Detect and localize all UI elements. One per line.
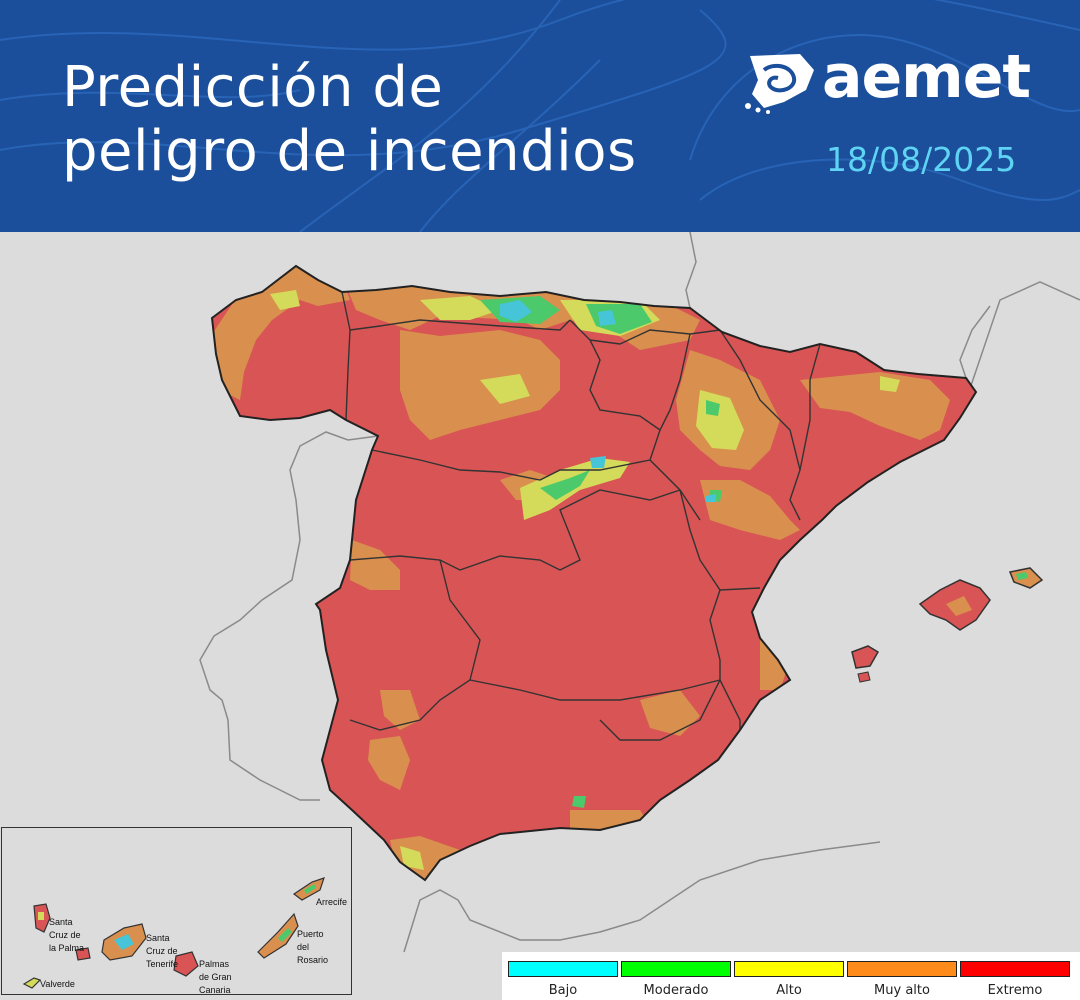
extreme-zone <box>212 266 976 880</box>
canary-islands-map <box>22 877 325 989</box>
legend-label: Bajo <box>548 983 578 998</box>
canary-islands-inset: Santa Cruz de la Palma Santa Cruz de Ten… <box>1 827 352 995</box>
formentera <box>857 671 871 683</box>
legend-item-muy-alto: Muy alto <box>847 961 957 999</box>
aemet-emblem-icon <box>745 54 814 114</box>
legend-label: Alto <box>776 983 802 998</box>
legend-label: Muy alto <box>874 983 930 998</box>
legend-label: Moderado <box>643 983 709 998</box>
label-valverde: Valverde <box>40 979 75 989</box>
fuerteventura <box>257 912 299 959</box>
legend-item-moderado: Moderado <box>621 961 731 999</box>
balearic-islands <box>851 567 1044 683</box>
page-title: Predicción de peligro de incendios <box>62 56 637 184</box>
forecast-date: 18/08/2025 <box>826 140 1017 179</box>
label-santa-cruz-tenerife: Santa Cruz de Tenerife <box>146 933 179 969</box>
title-line-1: Predicción de <box>62 55 444 120</box>
legend-swatch <box>960 961 1070 977</box>
label-arrecife: Arrecife <box>316 897 348 907</box>
header-banner: Predicción de peligro de incendios aemet… <box>0 0 1080 232</box>
title-line-2: peligro de incendios <box>62 119 637 184</box>
label-santa-cruz-la-palma: Santa Cruz de la Palma <box>49 917 85 953</box>
header-decoration <box>0 0 1080 232</box>
aemet-logo-text: aemet <box>822 42 1031 112</box>
la-gomera <box>75 947 91 961</box>
legend-swatch <box>734 961 844 977</box>
legend-item-bajo: Bajo <box>508 961 618 999</box>
legend-swatch <box>847 961 957 977</box>
ibiza <box>851 645 880 669</box>
aemet-logo: aemet <box>744 42 1031 114</box>
legend-swatch <box>621 961 731 977</box>
danger-legend: Bajo Moderado Alto Muy alto Extremo <box>502 952 1080 1000</box>
legend-swatch <box>508 961 618 977</box>
legend-item-extremo: Extremo <box>960 961 1070 999</box>
el-hierro <box>22 977 42 989</box>
region-borders <box>341 291 821 760</box>
label-palmas-gran-canaria: Palmas de Gran Canaria <box>199 959 232 995</box>
map-canvas <box>199 232 1080 953</box>
fire-danger-map <box>0 232 1080 1000</box>
peninsula-danger-layer <box>212 266 976 880</box>
label-puerto-rosario: Puerto del Rosario <box>297 929 329 965</box>
legend-label: Extremo <box>987 983 1043 998</box>
legend-item-alto: Alto <box>734 961 844 999</box>
gran-canaria <box>173 951 199 977</box>
neighbor-borders <box>199 232 1080 953</box>
low-zones <box>500 300 716 502</box>
